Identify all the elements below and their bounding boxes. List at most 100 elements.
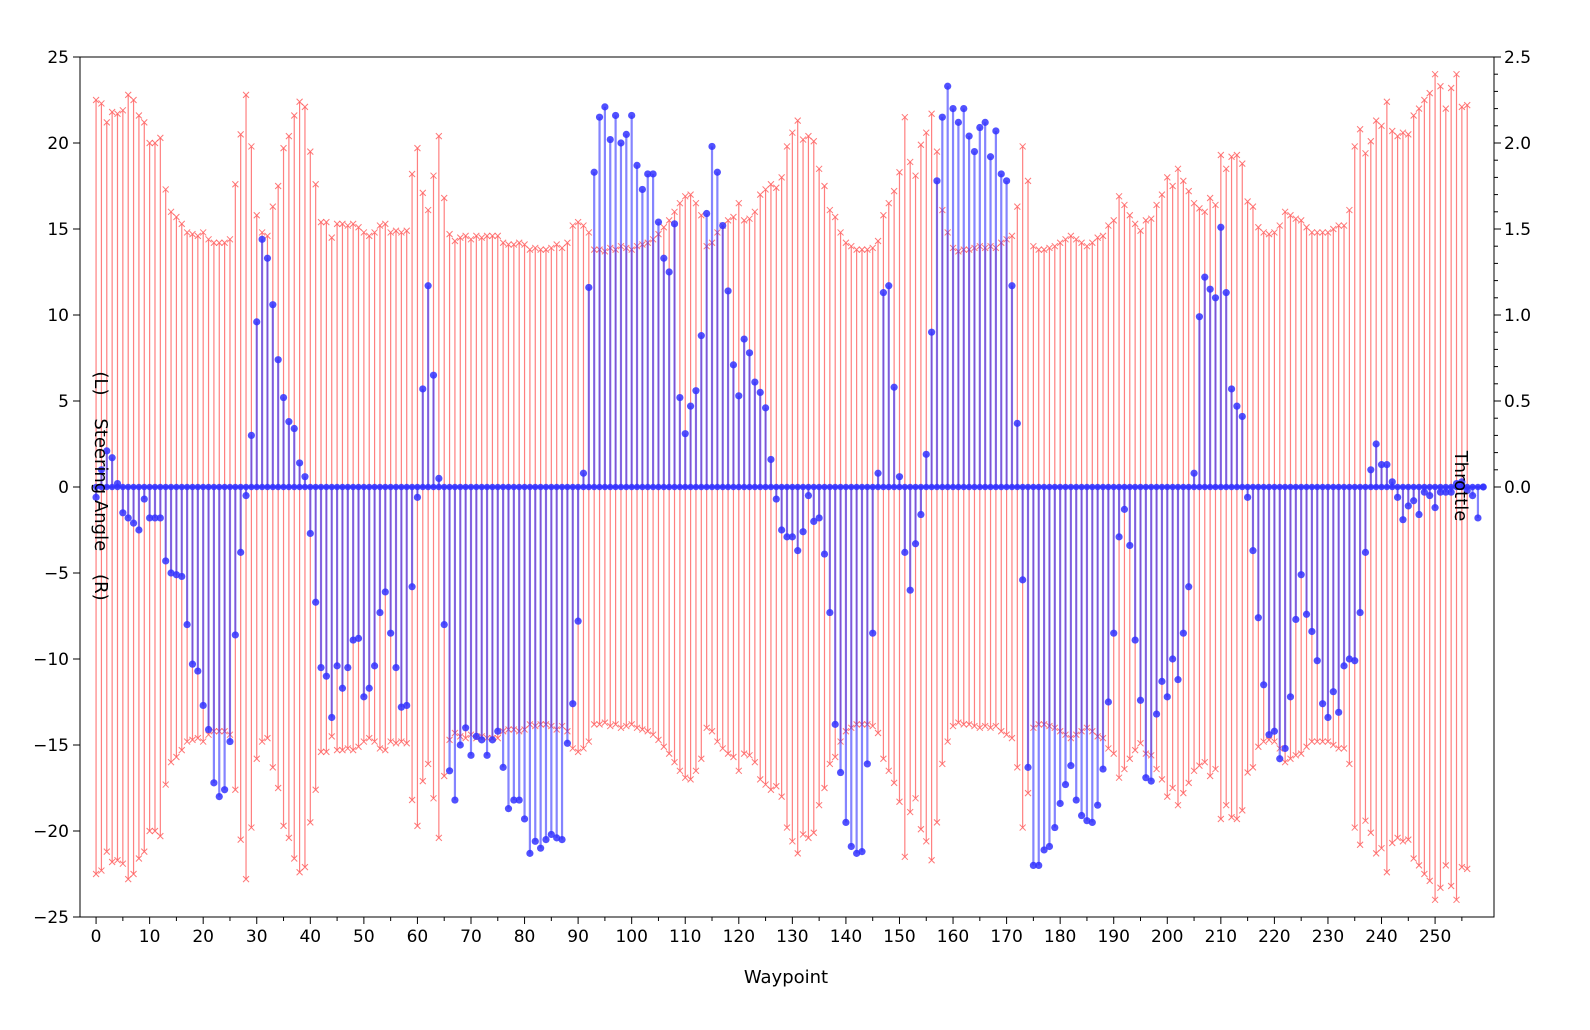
steering-stem (638, 185, 646, 491)
steering-stem (279, 393, 288, 491)
steering-stem (360, 483, 368, 701)
steering-stem (424, 282, 432, 491)
steering-stem (654, 218, 663, 491)
steering-stem (622, 130, 630, 491)
steering-stem (328, 483, 336, 722)
steering-stem (467, 483, 475, 759)
steering-stem (767, 455, 775, 491)
steering-stem (1324, 483, 1332, 722)
steering-stem (976, 123, 984, 491)
steering-stem (649, 170, 657, 491)
steering-stem (387, 483, 395, 637)
steering-stem (960, 105, 968, 491)
steering-stem (499, 483, 507, 771)
steering-stem (129, 483, 138, 527)
steering-stem (858, 483, 866, 856)
steering-stem (724, 287, 732, 491)
steering-stem (606, 135, 614, 491)
steering-stem (1479, 483, 1487, 491)
left-y-tick-label: −5 (44, 564, 69, 584)
steering-stem (1468, 483, 1477, 500)
steering-stem (183, 483, 191, 629)
steering-stem (681, 430, 689, 491)
steering-stem (210, 483, 218, 787)
steering-stem (1265, 483, 1273, 739)
steering-stem (221, 483, 229, 794)
left-y-tick-label: 20 (47, 134, 69, 154)
steering-stem (1302, 483, 1311, 618)
steering-stem (108, 454, 116, 491)
steering-stem (1120, 483, 1129, 513)
steering-stem (686, 402, 695, 491)
steering-stem (1094, 483, 1102, 809)
steering-stem (520, 483, 529, 823)
steering-stem (986, 153, 995, 491)
steering-stem (911, 483, 920, 548)
steering-stem (1335, 483, 1343, 716)
plot-frame (79, 56, 1495, 918)
steering-stem (295, 459, 304, 491)
right-y-tick-label: 2.5 (1504, 48, 1531, 68)
steering-stem (617, 139, 625, 491)
steering-stem (1244, 483, 1252, 501)
x-tick-label: 170 (990, 927, 1022, 947)
steering-stem (954, 118, 962, 491)
steering-stem (531, 483, 539, 845)
steering-stem (253, 318, 261, 491)
steering-stem (1152, 483, 1161, 718)
steering-stem (494, 483, 502, 735)
steering-stem (1356, 483, 1364, 617)
steering-stem (1474, 483, 1482, 522)
steering-stem (1260, 483, 1268, 689)
steering-stem (1104, 483, 1112, 706)
steering-stem (1308, 483, 1316, 636)
steering-stem (1436, 483, 1445, 496)
left-y-tick-label: 0 (58, 478, 69, 498)
steering-stem (226, 483, 234, 746)
steering-stem (612, 111, 620, 491)
steering-stem (146, 483, 154, 522)
steering-stem (970, 148, 979, 491)
steering-stem (381, 483, 389, 596)
left-y-tick-label: 15 (47, 220, 69, 240)
steering-stem (1420, 483, 1428, 496)
steering-stem (376, 483, 384, 617)
steering-stem (317, 483, 325, 672)
steering-stem (906, 483, 914, 594)
left-y-tick-label: −15 (33, 736, 69, 756)
steering-stem (162, 483, 170, 565)
steering-stem (1088, 483, 1096, 827)
steering-stem (1072, 483, 1080, 804)
steering-stem (526, 483, 534, 857)
steering-stem (119, 483, 127, 517)
steering-stem (269, 301, 277, 491)
steering-stem (237, 483, 245, 556)
steering-stem (1377, 461, 1386, 491)
steering-stem (178, 483, 186, 581)
steering-stem (1393, 483, 1402, 501)
x-tick-label: 90 (567, 927, 589, 947)
steering-stem (869, 483, 877, 637)
steering-stem (1061, 483, 1070, 789)
steering-stem (804, 483, 813, 500)
steering-stem (697, 332, 705, 491)
steering-stem (542, 483, 550, 844)
steering-stem (1163, 483, 1171, 701)
steering-stem (1126, 483, 1134, 550)
x-tick-label: 60 (407, 927, 429, 947)
steering-stem (745, 349, 754, 491)
steering-stem (794, 483, 802, 555)
steering-stem (820, 483, 829, 558)
steering-stem (633, 161, 641, 491)
steering-stem (1281, 483, 1289, 753)
steering-stem (1254, 483, 1262, 622)
steering-stem (462, 483, 470, 732)
x-tick-label: 20 (192, 927, 214, 947)
left-y-tick-label: −10 (33, 650, 69, 670)
x-tick-label: 220 (1258, 927, 1290, 947)
steering-stem (815, 483, 823, 522)
steering-stem (1345, 483, 1353, 663)
steering-stem (504, 483, 513, 813)
x-tick-label: 110 (669, 927, 701, 947)
